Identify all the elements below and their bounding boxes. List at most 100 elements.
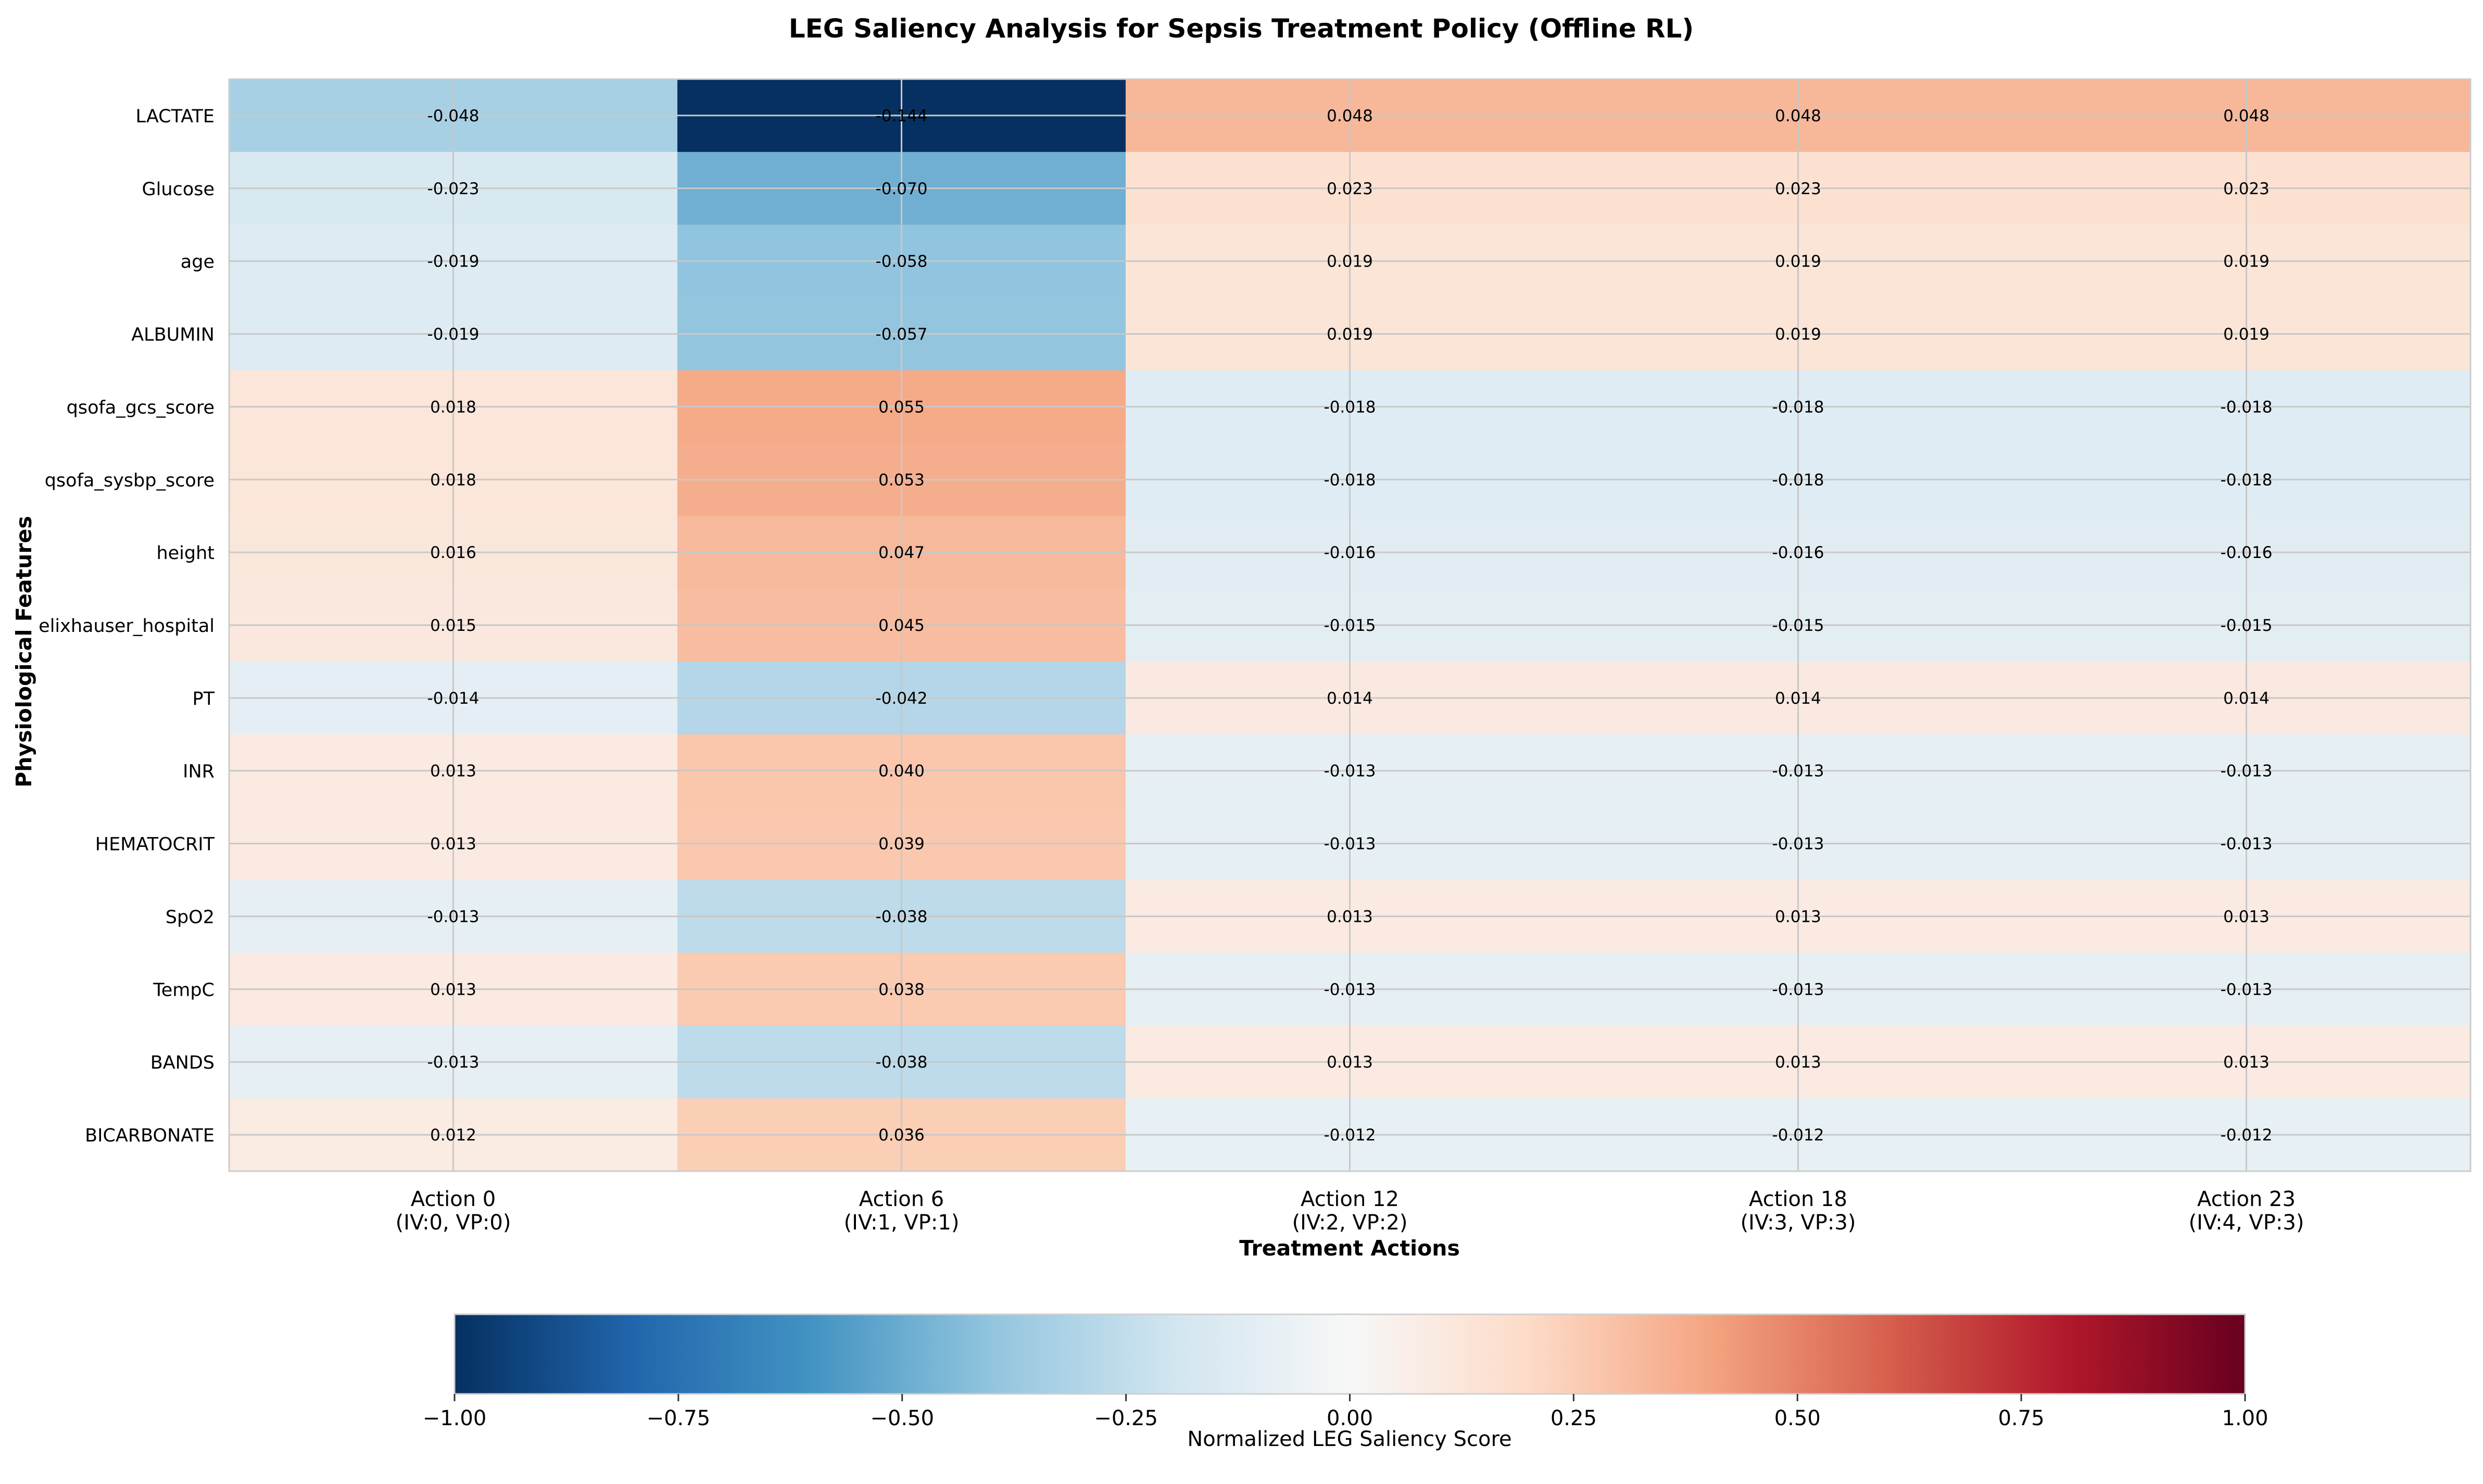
cell-value-label: 0.019: [2223, 325, 2270, 344]
y-tick-label: qsofa_sysbp_score: [45, 470, 215, 491]
cell-value-label: 0.013: [2223, 1053, 2270, 1072]
x-tick-label: Action 23: [2197, 1187, 2296, 1211]
cell-value-label: -0.019: [427, 325, 480, 344]
y-tick-label: height: [156, 543, 215, 564]
cell-value-label: 0.045: [878, 616, 925, 635]
cell-value-label: 0.013: [1327, 907, 1373, 926]
cell-value-label: 0.019: [1775, 325, 1821, 344]
cell-value-label: -0.013: [2221, 980, 2273, 999]
cell-value-label: 0.055: [878, 398, 925, 416]
x-axis-label: Treatment Actions: [1239, 1236, 1460, 1261]
y-tick-labels: LACTATE Glucose age ALBUMIN qsofa_gcs_scoreq…: [39, 106, 215, 1146]
y-axis-label: Physiological Features: [11, 516, 36, 788]
colorbar-tick-label: 0.00: [1327, 1406, 1373, 1430]
cell-value-label: -0.013: [1772, 980, 1824, 999]
y-tick-label: INR: [183, 762, 215, 782]
cell-value-label: -0.013: [1772, 835, 1824, 854]
cell-value-label: 0.018: [430, 471, 476, 489]
cell-value-label: -0.016: [1324, 543, 1376, 562]
y-tick-label: TempC: [153, 980, 215, 1000]
cell-value-label: -0.013: [1772, 762, 1824, 781]
y-tick-label: PT: [193, 689, 215, 709]
cell-value-label: -0.014: [427, 689, 480, 708]
y-tick-label: age: [181, 252, 215, 273]
cell-value-label: 0.012: [430, 1126, 476, 1145]
cell-value-labels: -0.048 -0.144 0.048 0.048 0.048 -0.023 -0.070 0…: [427, 107, 2273, 1145]
cell-value-label: 0.040: [878, 762, 925, 781]
cell-value-label: -0.018: [1324, 398, 1376, 416]
colorbar-tick-label: −0.75: [647, 1406, 711, 1430]
colorbar-tick-label: 0.25: [1551, 1406, 1597, 1430]
cell-value-label: 0.039: [878, 835, 925, 854]
y-tick-label: Glucose: [142, 179, 215, 200]
cell-value-label: -0.018: [1324, 471, 1376, 489]
cell-value-label: -0.015: [1772, 616, 1824, 635]
cell-value-label: -0.013: [427, 907, 480, 926]
cell-value-label: 0.014: [2223, 689, 2270, 708]
cell-value-label: 0.053: [878, 471, 925, 489]
x-tick-label: (IV:4, VP:3): [2189, 1211, 2304, 1235]
colorbar-label: Normalized LEG Saliency Score: [1187, 1427, 1511, 1451]
cell-value-label: 0.013: [1327, 1053, 1373, 1072]
colorbar: −1.00 −0.75 −0.50 −0.25 0.00 0.25 0.50 0.75 1.00: [423, 1313, 2268, 1430]
y-tick-label: LACTATE: [136, 106, 215, 127]
cell-value-label: -0.013: [427, 1053, 480, 1072]
x-tick-label: (IV:1, VP:1): [844, 1211, 960, 1235]
cell-value-label: 0.038: [878, 980, 925, 999]
cell-value-label: -0.048: [427, 107, 480, 125]
cell-value-label: -0.016: [2221, 543, 2273, 562]
cell-value-label: 0.013: [1775, 907, 1821, 926]
cell-value-label: 0.047: [878, 543, 925, 562]
cell-value-label: 0.013: [1775, 1053, 1821, 1072]
cell-value-label: -0.018: [1772, 398, 1824, 416]
cell-value-label: 0.013: [2223, 907, 2270, 926]
cell-value-label: 0.019: [1775, 252, 1821, 271]
cell-value-label: 0.013: [430, 835, 476, 854]
cell-value-label: -0.013: [1324, 835, 1376, 854]
cell-value-label: -0.018: [2221, 471, 2273, 489]
cell-value-label: -0.015: [1324, 616, 1376, 635]
cell-value-label: -0.012: [2221, 1126, 2273, 1145]
cell-value-label: -0.012: [1772, 1126, 1824, 1145]
cell-value-label: 0.014: [1775, 689, 1821, 708]
colorbar-tick-label: −0.25: [1094, 1406, 1158, 1430]
cell-value-label: -0.016: [1772, 543, 1824, 562]
x-tick-label: Action 12: [1301, 1187, 1399, 1211]
cell-value-label: 0.023: [1327, 180, 1373, 198]
x-tick-label: Action 0: [411, 1187, 496, 1211]
cell-value-label: -0.058: [876, 252, 928, 271]
cell-value-label: -0.038: [876, 1053, 928, 1072]
cell-value-label: 0.048: [1775, 107, 1821, 125]
cell-value-label: 0.013: [430, 980, 476, 999]
y-tick-label: HEMATOCRIT: [95, 834, 215, 855]
colorbar-tick-label: −1.00: [423, 1406, 487, 1430]
cell-value-label: -0.144: [876, 107, 928, 125]
y-tick-label: SpO2: [166, 907, 215, 928]
cell-value-label: 0.019: [2223, 252, 2270, 271]
grid-lines: [228, 78, 2472, 1172]
colorbar-tick-label: 1.00: [2222, 1406, 2268, 1430]
cell-value-label: 0.015: [430, 616, 476, 635]
cell-value-label: -0.018: [2221, 398, 2273, 416]
cell-value-label: -0.042: [876, 689, 928, 708]
cell-value-label: -0.015: [2221, 616, 2273, 635]
colorbar-tick-label: 0.50: [1774, 1406, 1821, 1430]
y-tick-label: qsofa_gcs_score: [67, 397, 215, 418]
y-tick-label: BICARBONATE: [85, 1125, 215, 1146]
cell-value-label: 0.018: [430, 398, 476, 416]
plot-frame: [228, 78, 2472, 1172]
cell-value-label: -0.057: [876, 325, 928, 344]
cell-value-label: 0.016: [430, 543, 476, 562]
cell-value-label: 0.023: [2223, 180, 2270, 198]
cell-value-label: 0.036: [878, 1126, 925, 1145]
cell-value-label: 0.019: [1327, 325, 1373, 344]
x-tick-labels: Action 0(IV:0, VP:0) Action 6(IV:1, VP:1)…: [396, 1187, 2304, 1235]
x-tick-label: Action 18: [1749, 1187, 1847, 1211]
x-tick-label: (IV:3, VP:3): [1741, 1211, 1856, 1235]
cell-value-label: -0.018: [1772, 471, 1824, 489]
colorbar-tick-label: 0.75: [1998, 1406, 2045, 1430]
cell-value-label: 0.013: [430, 762, 476, 781]
chart-title: LEG Saliency Analysis for Sepsis Treatme…: [789, 14, 1694, 44]
cell-value-label: -0.038: [876, 907, 928, 926]
